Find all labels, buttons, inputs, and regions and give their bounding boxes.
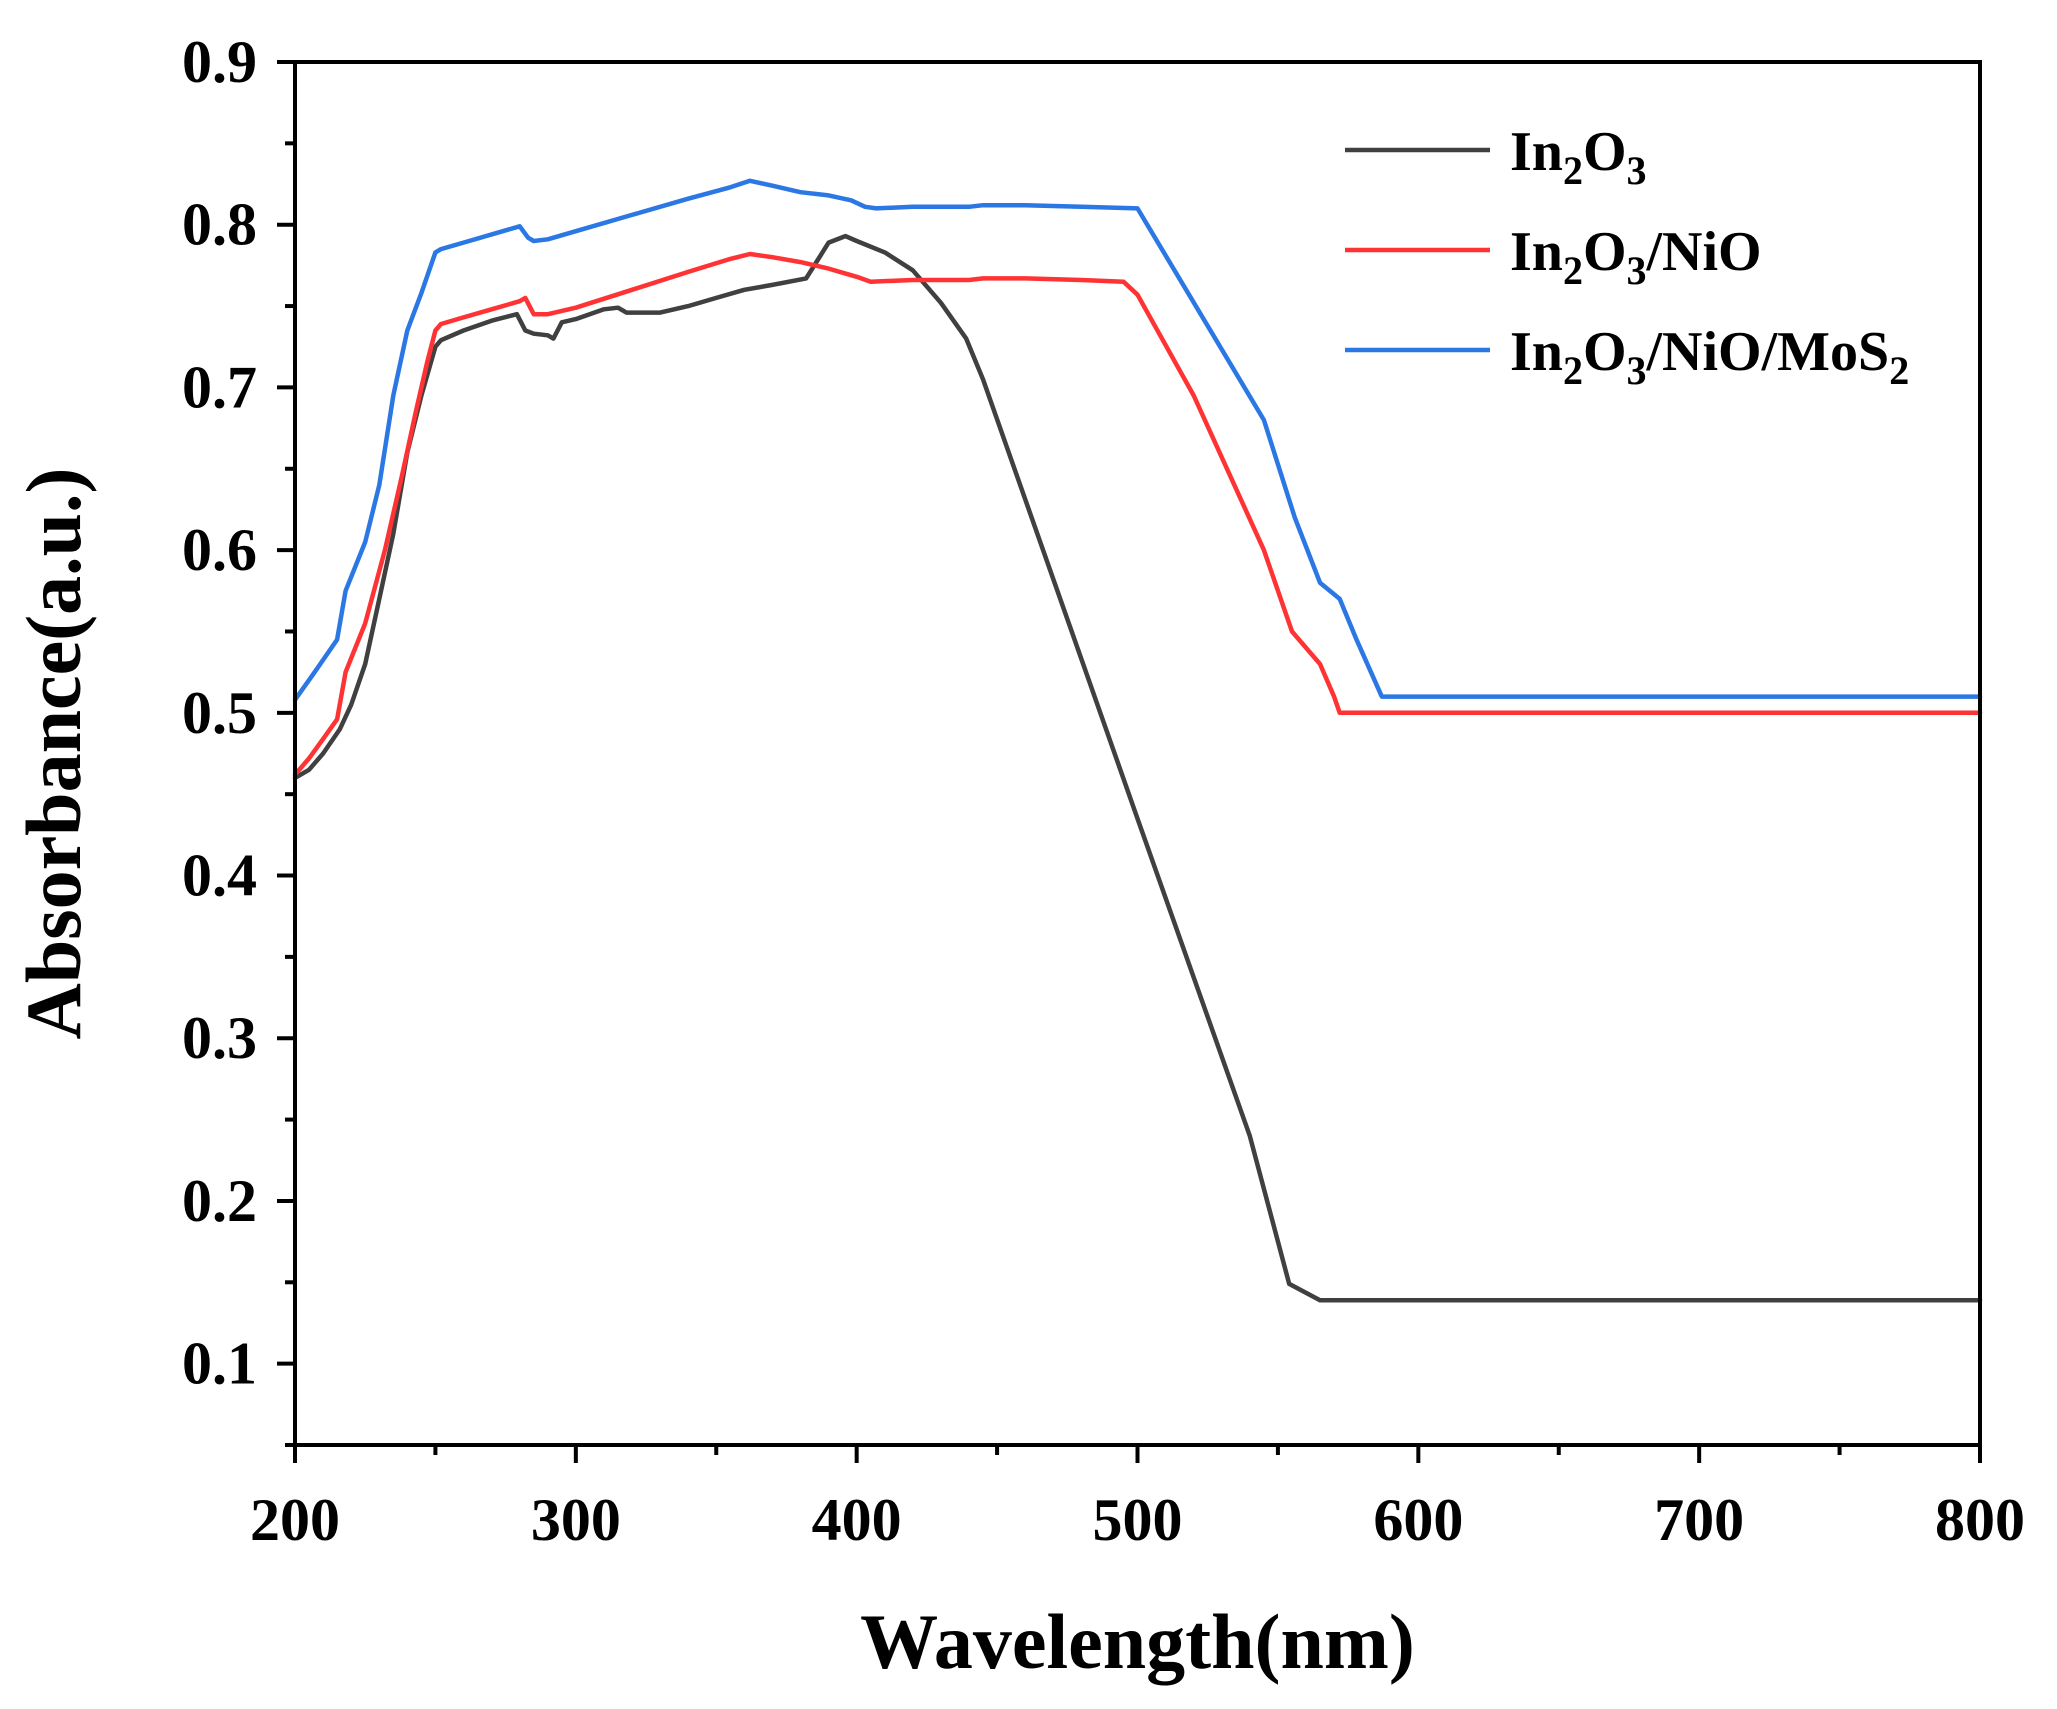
y-tick-label: 0.9: [182, 29, 257, 95]
legend: In2O3 In2O3/NiO In2O3/NiO/MoS2: [1345, 121, 1909, 393]
y-axis: 0.1 0.2 0.3 0.4 0.5 0.6 0.7 0.8 0.9: [182, 29, 295, 1447]
legend-label-2: In2O3/NiO: [1510, 221, 1762, 293]
x-tick-label: 800: [1935, 1487, 2025, 1553]
x-tick-label: 400: [812, 1487, 902, 1553]
x-tick-label: 600: [1373, 1487, 1463, 1553]
y-tick-label: 0.5: [182, 680, 257, 746]
x-tick-label: 700: [1654, 1487, 1744, 1553]
x-tick-label: 300: [531, 1487, 621, 1553]
series-line-3: [292, 178, 1983, 703]
series-line-1: [292, 233, 1983, 1303]
y-axis-title: Absorbance(a.u.): [10, 467, 97, 1039]
y-tick-label: 0.8: [182, 192, 257, 258]
x-axis: 200 300 400 500 600 700 800: [250, 1445, 2025, 1553]
y-tick-label: 0.6: [182, 517, 257, 583]
y-tick-label: 0.2: [182, 1168, 257, 1234]
series-layer: [292, 178, 1983, 1303]
legend-label-3: In2O3/NiO/MoS2: [1510, 321, 1909, 393]
y-tick-label: 0.4: [182, 843, 257, 909]
legend-label-1: In2O3: [1510, 121, 1647, 193]
y-tick-label: 0.1: [182, 1331, 257, 1397]
series-line-2: [292, 251, 1983, 777]
x-axis-title: Wavelength(nm): [860, 1598, 1415, 1685]
x-tick-label: 200: [250, 1487, 340, 1553]
y-tick-label: 0.3: [182, 1005, 257, 1071]
y-tick-label: 0.7: [182, 354, 257, 420]
x-tick-label: 500: [1093, 1487, 1183, 1553]
